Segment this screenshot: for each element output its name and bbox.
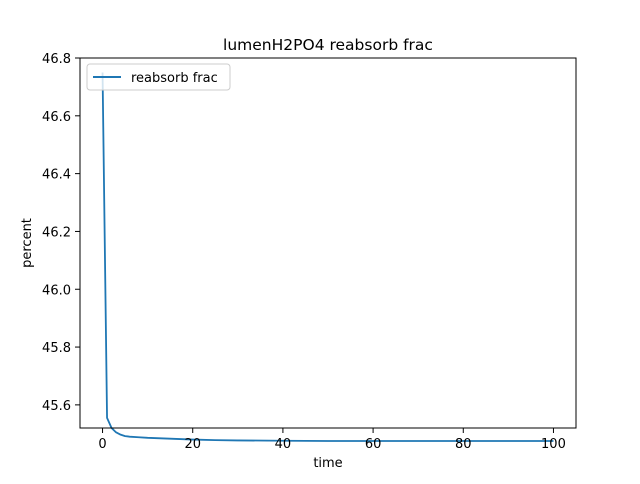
plot-area xyxy=(79,57,577,442)
y-tick-label: 46.6 xyxy=(42,110,71,125)
x-axis: 0 20 40 60 80 100 xyxy=(98,428,566,452)
legend-label: reabsorb frac xyxy=(131,71,218,86)
y-tick-label: 46.2 xyxy=(42,225,71,240)
y-axis-label: percent xyxy=(20,218,35,268)
x-tick-label: 100 xyxy=(541,437,566,452)
series-line xyxy=(101,72,554,442)
axes-frame xyxy=(79,57,577,429)
x-tick-label: 80 xyxy=(455,437,472,452)
x-tick-label: 0 xyxy=(98,437,106,452)
y-tick-label: 46.8 xyxy=(42,52,71,67)
x-tick-label: 60 xyxy=(365,437,382,452)
y-tick-label: 46.4 xyxy=(42,168,71,183)
x-axis-label: time xyxy=(313,456,342,471)
series-layer xyxy=(101,72,554,442)
x-tick-label: 40 xyxy=(275,437,292,452)
legend-box xyxy=(86,63,231,91)
legend: reabsorb frac xyxy=(86,63,231,91)
chart-title: lumenH2PO4 reabsorb frac xyxy=(223,36,433,54)
y-tick-label: 45.6 xyxy=(42,399,71,414)
x-tick-label: 20 xyxy=(184,437,201,452)
y-axis: 45.6 45.8 46.0 46.2 46.4 46.6 46.8 xyxy=(42,52,80,414)
y-tick-label: 45.8 xyxy=(42,341,71,356)
y-tick-label: 46.0 xyxy=(42,283,71,298)
